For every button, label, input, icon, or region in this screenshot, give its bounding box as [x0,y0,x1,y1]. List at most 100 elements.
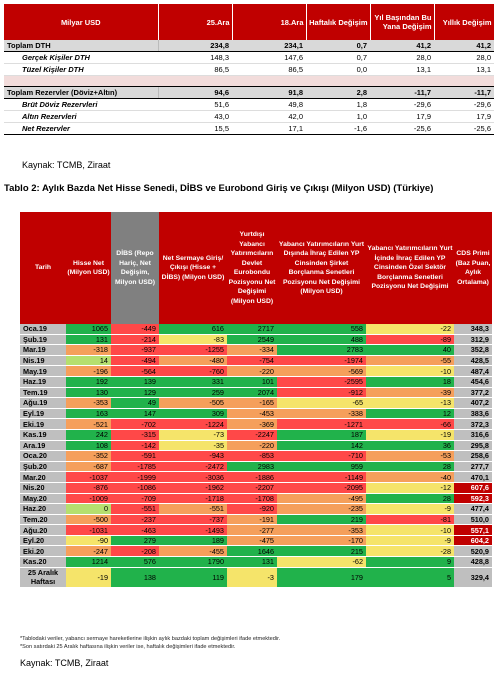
table-cell: 40 [366,344,454,356]
table-cell: -943 [159,450,227,462]
table-cell: 91,8 [232,86,306,99]
reserves-col-header: 25.Ara [158,4,233,40]
flows-col-header: Net Sermaye Giriş/Çıkışı (Hisse + DİBS) … [159,212,227,324]
table-cell: 13,1 [434,63,494,76]
table2-source: Kaynak: TCMB, Ziraat [20,658,109,668]
table-row: May.20 -1009 -709 -1718 -1708 -495 28 592,3 [20,493,492,505]
flows-col-header: CDS Primi (Baz Puan, Aylık Ortalama) [454,212,492,324]
table-cell: 592,3 [454,493,492,505]
table-cell: -40 [366,471,454,483]
table-cell: 219 [277,514,366,526]
table-cell: 192 [66,376,111,388]
table-cell: 329,4 [454,567,492,588]
reserves-col-header: Milyar USD [4,4,159,40]
table-row: 25 Aralık Haftası -19 138 119 -3 179 5 329,4 [20,567,492,588]
flows-col-header: Hisse Net (Milyon USD) [66,212,111,324]
table-cell: -1009 [66,493,111,505]
table-cell: 277,7 [454,461,492,473]
table-row: Tüzel Kişiler DTH 86,5 86,5 0,0 13,1 13,1 [4,63,494,76]
table-cell: -55 [366,355,454,367]
date-cell: Oca.19 [20,324,66,335]
table-cell: 142 [277,440,366,452]
table-cell: 49 [111,397,159,409]
table-cell: -591 [111,450,159,462]
table-cell: -39 [366,387,454,399]
table-cell: 258,6 [454,450,492,462]
table-cell: 377,2 [454,387,492,399]
table-cell: 28,0 [434,51,494,64]
row-label: Toplam DTH [4,40,159,52]
table-cell: -760 [159,365,227,377]
table-cell: -247 [66,545,111,558]
table-cell: -369 [227,418,277,430]
date-cell: Şub.19 [20,334,66,346]
row-label: Tüzel Kişiler DTH [4,63,158,76]
table-cell: 234,8 [158,40,232,52]
date-cell: Ağu.19 [20,397,66,409]
table-cell: 604,2 [454,535,492,547]
flows-col-header: Yurtdışı Yabancı Yatırımcıların Devlet E… [227,212,277,324]
table-cell: -12 [366,482,454,494]
table-cell: -475 [227,535,277,547]
table-row: Mar.20 -1037 -1999 -3036 -1886 -1149 -40 470,1 [20,471,492,483]
table-cell: 1214 [66,556,111,568]
table-cell: 131 [227,556,277,568]
table-cell: -1886 [227,471,277,483]
date-cell: Kas.19 [20,429,66,441]
date-cell: Tem.19 [20,387,66,399]
footnote-weekly: *Son satırdaki 25 Aralık haftasına ilişk… [20,643,236,650]
table-cell: 1790 [159,556,227,568]
table-cell: 131 [66,334,111,346]
table-cell: 51,6 [158,98,232,111]
table-cell: 2783 [277,344,366,356]
table-cell: 15,5 [158,122,232,135]
table-cell: 616 [159,324,227,335]
table-cell: -687 [66,461,111,473]
table-row: Kas.20 1214 576 1790 131 -62 9 428,8 [20,556,492,568]
table-cell: -65 [277,397,366,409]
table-cell: -73 [159,429,227,441]
table1-source: Kaynak: TCMB, Ziraat [22,160,111,170]
table-cell: 28 [366,493,454,505]
table-row: Haz.20 0 -551 -551 -920 -235 -9 477,4 [20,503,492,515]
table-row: Net Rezervler 15,5 17,1 -1,6 -25,6 -25,6 [4,122,494,135]
table-cell: 17,1 [232,122,306,135]
table-cell: 0,7 [306,51,370,64]
table2-title: Tablo 2: Aylık Bazda Net Hisse Senedi, D… [4,183,434,194]
date-cell: Nis.19 [20,355,66,367]
table-cell: 41,2 [434,40,494,52]
table-cell: 352,8 [454,344,492,356]
reserves-col-header: Yıl Başından Bu Yana Değişim [370,4,435,40]
table-cell: -2595 [277,376,366,388]
table-cell: 17,9 [434,110,494,123]
table-cell: -277 [227,524,277,536]
table-cell: 189 [159,535,227,547]
table-cell: -1708 [227,493,277,505]
table-cell: -569 [277,365,366,377]
table-cell: -220 [227,440,277,452]
table-cell: -1974 [277,355,366,367]
table-cell: 331 [159,376,227,388]
table-cell: 129 [111,387,159,399]
table-cell: 163 [66,408,111,420]
table-cell: -937 [111,344,159,356]
table-cell: -754 [227,355,277,367]
table-cell: -352 [66,450,111,462]
date-cell: Eki.20 [20,545,66,558]
date-cell: Mar.20 [20,471,66,483]
table-cell: -165 [227,397,277,409]
table-cell: 2,8 [306,86,370,99]
capital-flows-header: Tarih Hisse Net (Milyon USD) DİBS (Repo Ha… [20,212,492,324]
reserves-table-header: Milyar USD 25.Ara 18.Ara Haftalık Değişim Yı… [4,4,495,40]
table-cell: -710 [277,450,366,462]
table-cell: -564 [111,365,159,377]
table-cell: -196 [66,365,111,377]
table-cell: -9 [366,503,454,515]
table-cell: -480 [159,355,227,367]
table-cell: -22 [366,324,454,335]
table-row: Tem.20 -500 -237 -737 -191 219 -81 510,0 [20,514,492,526]
table-cell: 86,5 [232,63,306,76]
table-cell: 295,8 [454,440,492,452]
date-cell: Kas.20 [20,556,66,568]
table-cell: 234,1 [232,40,306,52]
